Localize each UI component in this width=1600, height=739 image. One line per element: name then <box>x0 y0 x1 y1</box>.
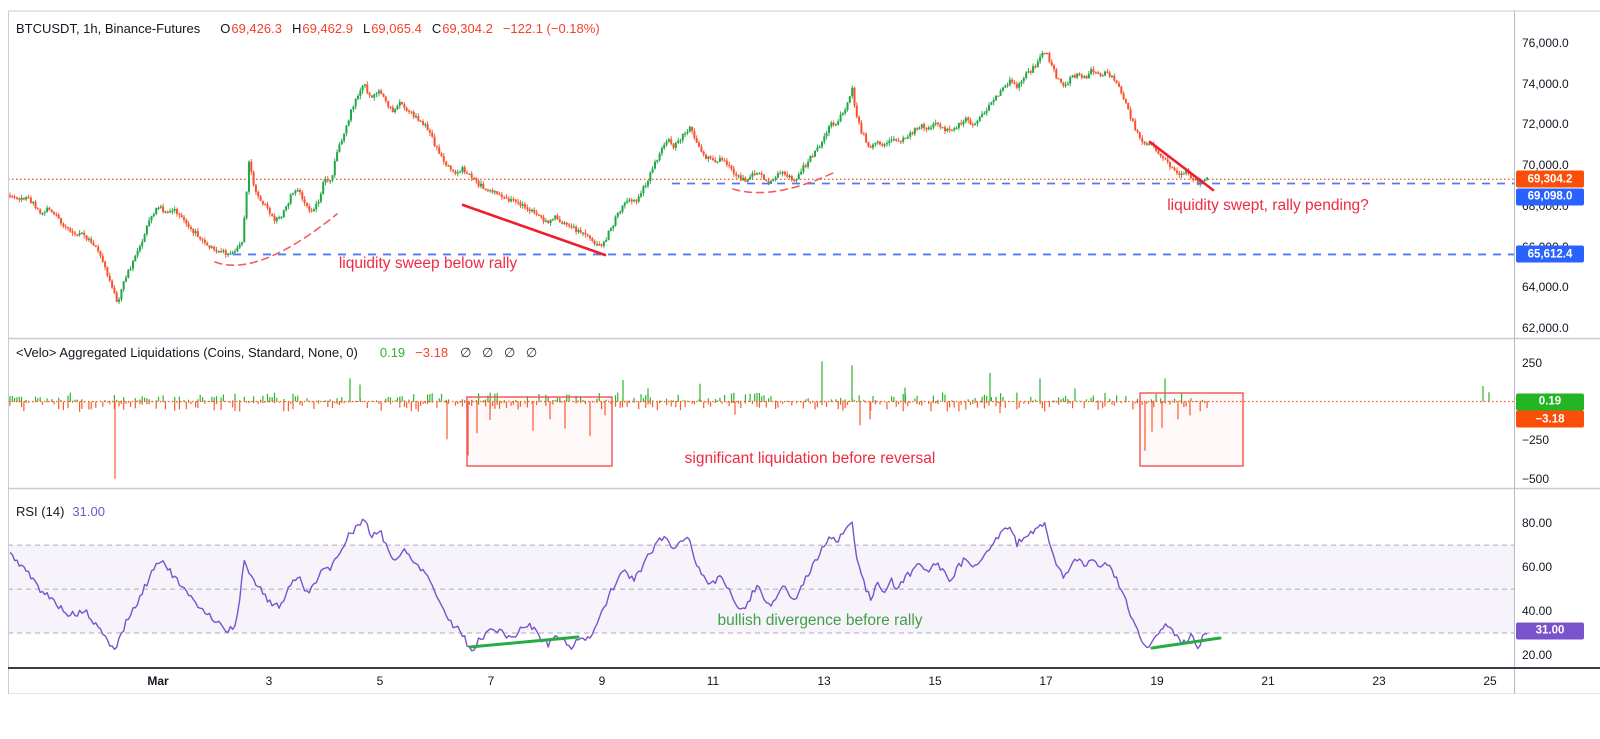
red-dashed-arc-0[interactable] <box>214 213 338 266</box>
annotation-text-0-0[interactable]: liquidity sweep below rally <box>338 255 518 272</box>
time-label-Mar[interactable]: Mar <box>147 674 169 688</box>
price-tick-72,000.0: 72,000.0 <box>1522 117 1569 132</box>
annotation-text-1-0[interactable]: significant liquidation before reversal <box>684 450 936 467</box>
rsi-indicator-title: RSI (14) <box>16 504 65 519</box>
time-label-7[interactable]: 7 <box>487 674 495 688</box>
change-value: −122.1 (−0.18%) <box>502 21 600 36</box>
liquidations-null-values: ∅ ∅ ∅ ∅ <box>460 345 538 360</box>
liq-badge-0.19: 0.19 <box>1516 393 1584 410</box>
ohlc-open-value: 69,426.3 <box>231 21 282 36</box>
rsi-legend[interactable]: RSI (14) 31.00 <box>16 504 105 519</box>
rsi-panel-group <box>9 518 1514 652</box>
liquidations-indicator-title: <Velo> Aggregated Liquidations (Coins, S… <box>16 345 358 360</box>
green-trendline-1[interactable] <box>1150 636 1222 650</box>
price-tick-74,000.0: 74,000.0 <box>1522 76 1569 91</box>
footer-bar: TradingView velo <box>0 694 1600 739</box>
time-label-5[interactable]: 5 <box>376 674 384 688</box>
ohlc-high-value: 69,462.9 <box>302 21 353 36</box>
time-scale[interactable] <box>8 668 1514 694</box>
rsi-line[interactable] <box>9 518 1208 652</box>
highlight-rectangle-1[interactable] <box>1139 392 1244 467</box>
annotation-text-0-1[interactable]: liquidity swept, rally pending? <box>1167 197 1369 214</box>
liquidation-bars-long[interactable] <box>9 361 1490 402</box>
rsi-badge-31.00: 31.00 <box>1516 622 1584 640</box>
ohlc-open-label: O <box>220 21 231 36</box>
liquidations-panel-group <box>9 361 1514 479</box>
rsi-tick-60.00: 60.00 <box>1522 560 1553 575</box>
highlight-rectangle-0[interactable] <box>466 396 613 467</box>
liquidations-legend[interactable]: <Velo> Aggregated Liquidations (Coins, S… <box>16 345 537 361</box>
red-trendline-1[interactable] <box>1148 140 1215 192</box>
main-legend[interactable]: BTCUSDT, 1h, Binance-Futures O69,426.3 H69… <box>16 21 600 36</box>
time-label-23[interactable]: 23 <box>1372 674 1386 688</box>
liq-tick-−250: −250 <box>1522 433 1550 448</box>
liquidations-short-value: −3.18 <box>415 345 449 360</box>
time-label-15[interactable]: 15 <box>928 674 942 688</box>
red-trendline-0[interactable] <box>461 203 607 257</box>
price-badge-65,612.4: 65,612.4 <box>1516 245 1584 263</box>
liq-badge-−3.18: −3.18 <box>1516 410 1584 428</box>
price-tick-70,000.0: 70,000.0 <box>1522 158 1569 173</box>
ohlc-high-label: H <box>291 21 302 36</box>
ohlc-low-value: 69,065.4 <box>371 21 422 36</box>
time-label-17[interactable]: 17 <box>1039 674 1053 688</box>
price-scale[interactable] <box>1515 11 1600 694</box>
time-label-13[interactable]: 13 <box>817 674 831 688</box>
time-label-9[interactable]: 9 <box>598 674 606 688</box>
ohlc-close-value: 69,304.2 <box>442 21 493 36</box>
green-trendline-0[interactable] <box>468 635 580 649</box>
annotation-text-2-0[interactable]: bullish divergence before rally <box>717 612 923 629</box>
red-dashed-arc-1[interactable] <box>732 172 834 194</box>
rsi-tick-40.00: 40.00 <box>1522 604 1553 619</box>
time-label-19[interactable]: 19 <box>1150 674 1164 688</box>
liq-tick-250: 250 <box>1522 355 1543 370</box>
rsi-tick-20.00: 20.00 <box>1522 648 1553 662</box>
price-tick-76,000.0: 76,000.0 <box>1522 36 1569 50</box>
rsi-pane[interactable] <box>8 489 1514 659</box>
symbol-title: BTCUSDT, 1h, Binance-Futures <box>16 21 201 36</box>
time-label-3[interactable]: 3 <box>265 674 273 688</box>
liquidations-long-value: 0.19 <box>379 345 406 360</box>
price-tick-64,000.0: 64,000.0 <box>1522 280 1569 295</box>
price-panel-group <box>9 50 1514 304</box>
rsi-value: 31.00 <box>72 504 105 519</box>
time-label-21[interactable]: 21 <box>1261 674 1275 688</box>
price-pane[interactable] <box>8 11 1514 338</box>
price-tick-62,000.0: 62,000.0 <box>1522 321 1569 335</box>
ohlc-low-label: L <box>362 21 371 36</box>
price-badge-69,098.0: 69,098.0 <box>1516 188 1584 206</box>
time-label-11[interactable]: 11 <box>706 674 720 688</box>
price-badge-69,304.2: 69,304.2 <box>1516 170 1584 188</box>
candle-bodies-up[interactable] <box>20 53 1209 302</box>
time-label-25[interactable]: 25 <box>1483 674 1497 688</box>
ohlc-close-label: C <box>431 21 442 36</box>
liq-tick-−500: −500 <box>1522 471 1550 486</box>
rsi-tick-80.00: 80.00 <box>1522 516 1553 531</box>
